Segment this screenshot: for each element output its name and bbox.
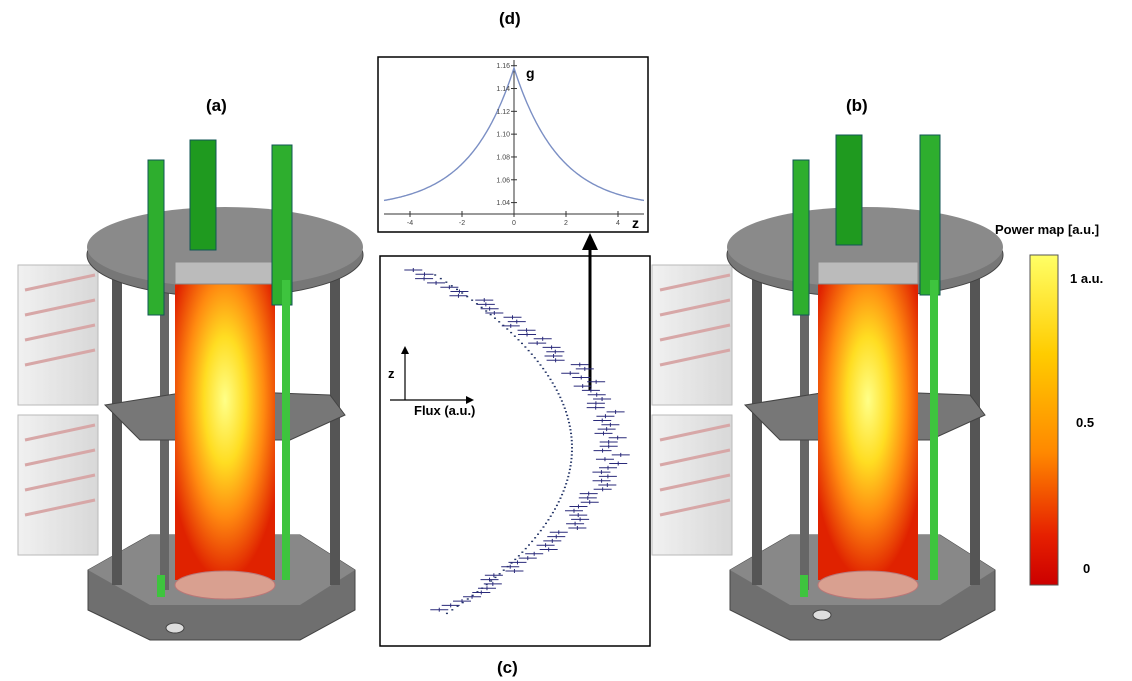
connector-arrow-head — [582, 233, 598, 250]
colorbar — [1029, 254, 1059, 586]
flux-x-label: Flux (a.u.) — [414, 403, 476, 418]
chart-ticks: 1.04 1.06 1.08 1.10 1.12 1.14 1.16 -4 -2 0 2 4 — [407, 63, 620, 227]
chart-y-tick-label: 1.04 — [496, 200, 510, 207]
reactor-a — [17, 139, 364, 641]
colorbar-title: Power map [a.u.] — [995, 222, 1100, 237]
chart-x-tick-label: 0 — [512, 220, 516, 227]
chart-y-tick-label: 1.12 — [496, 109, 510, 116]
panel-label-c: (c) — [497, 658, 518, 677]
colorbar-tick-mid: 0.5 — [1076, 415, 1095, 430]
chart-x-tick-label: 2 — [564, 220, 568, 227]
chart-y-tick-label: 1.08 — [496, 154, 510, 161]
panel-label-b: (b) — [846, 96, 868, 115]
chart-y-tick-label: 1.14 — [496, 86, 510, 93]
chart-frame — [377, 56, 649, 233]
colorbar-tick-top: 1 a.u. — [1070, 271, 1104, 286]
chart-y-tick-label: 1.10 — [496, 132, 510, 139]
flux-frame — [379, 255, 651, 647]
chart-x-tick-label: -2 — [459, 220, 465, 227]
panel-label-a: (a) — [206, 96, 227, 115]
reactor-b — [651, 134, 1004, 641]
chart-series-line — [383, 65, 645, 202]
chart-y-label: g — [526, 65, 535, 81]
chart-x-tick-label: -4 — [407, 220, 413, 227]
chart-x-label: z — [632, 215, 639, 231]
chart-y-tick-label: 1.16 — [496, 63, 510, 70]
flux-points — [404, 268, 630, 615]
chart-y-tick-label: 1.06 — [496, 177, 510, 184]
chart-x-tick-label: 4 — [616, 220, 620, 227]
colorbar-tick-bottom: 0 — [1083, 561, 1091, 576]
flux-z-label: z — [388, 366, 395, 381]
panel-label-d: (d) — [499, 9, 521, 28]
